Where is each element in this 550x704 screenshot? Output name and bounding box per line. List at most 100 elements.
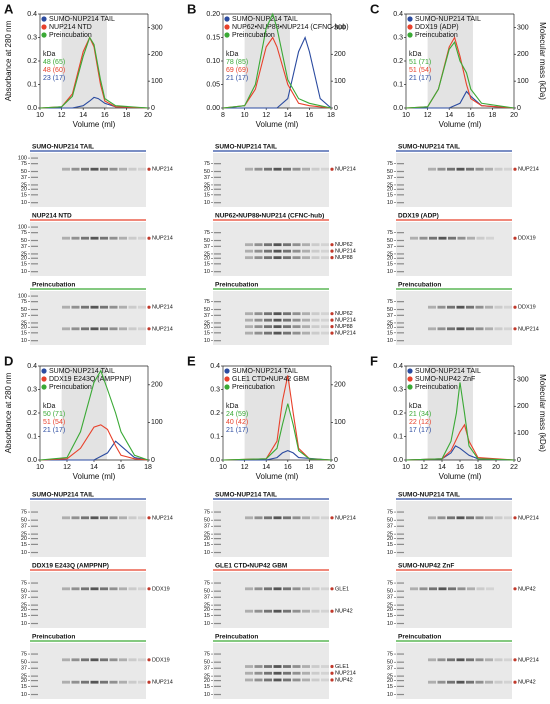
y-tick-label: 0.4 xyxy=(393,363,403,370)
protein-band xyxy=(138,587,146,591)
protein-band xyxy=(456,327,465,331)
marker-band xyxy=(31,622,38,625)
protein-band xyxy=(292,671,301,675)
protein-band xyxy=(128,680,137,684)
y-tick-label: 0.05 xyxy=(206,81,220,88)
band-label: NUP214 xyxy=(518,515,539,521)
series-line xyxy=(405,40,515,109)
protein-band xyxy=(311,665,320,668)
legend-label: Preincubation xyxy=(49,384,92,391)
marker-band xyxy=(31,202,38,204)
y-tick-label: 0.0 xyxy=(27,105,37,112)
marker-band xyxy=(397,263,404,265)
series-line xyxy=(405,382,515,461)
protein-band xyxy=(100,516,108,520)
marker-band xyxy=(214,511,221,513)
marker-label: 25 xyxy=(21,182,27,188)
y-tick-label: 0.1 xyxy=(393,433,403,440)
gel xyxy=(213,222,329,276)
protein-band xyxy=(448,587,456,591)
marker-label: 10 xyxy=(204,269,210,275)
protein-band xyxy=(273,243,282,247)
band-label: NUP214 xyxy=(152,167,173,173)
marker-band xyxy=(397,511,404,513)
series-line xyxy=(222,403,332,461)
protein-band xyxy=(428,305,436,309)
protein-band xyxy=(81,680,89,684)
y2-tick-label: 300 xyxy=(517,24,529,31)
gel-title: Preincubation xyxy=(32,634,75,641)
panel-letter: D xyxy=(4,353,13,368)
protein-band xyxy=(71,167,80,171)
protein-band xyxy=(311,256,320,260)
marker-band xyxy=(397,661,404,663)
mass-table-row: 21 (17) xyxy=(226,75,248,82)
band-pointer xyxy=(147,236,151,240)
y2-tick-label: 300 xyxy=(151,24,163,31)
legend-dot xyxy=(41,24,47,30)
protein-band xyxy=(410,236,418,240)
legend-dot xyxy=(407,376,413,382)
protein-band xyxy=(475,680,484,684)
legend-dot xyxy=(224,368,230,374)
gel-title: DDX19 (ADP) xyxy=(398,213,439,220)
marker-band xyxy=(31,308,38,311)
y-tick-label: 0.1 xyxy=(210,433,220,440)
marker-band xyxy=(397,543,404,545)
band-pointer xyxy=(513,167,517,171)
x-tick-label: 18 xyxy=(489,112,497,119)
protein-band xyxy=(138,167,146,171)
marker-label: 20 xyxy=(387,678,393,684)
marker-band xyxy=(31,176,38,178)
protein-band xyxy=(302,671,310,675)
marker-band xyxy=(397,582,404,584)
marker-label: 15 xyxy=(387,192,393,198)
protein-band xyxy=(311,587,320,591)
marker-label: 25 xyxy=(204,674,210,680)
marker-band xyxy=(214,253,221,255)
legend-label: Preincubation xyxy=(415,32,458,39)
series-line xyxy=(39,36,149,109)
mass-table-header: kDa xyxy=(226,51,239,58)
x-tick-label: 16 xyxy=(117,464,125,471)
protein-band xyxy=(283,325,291,329)
protein-band xyxy=(138,658,146,662)
y2-tick-label: 200 xyxy=(517,51,529,58)
protein-band xyxy=(321,671,329,675)
marker-label: 50 xyxy=(204,238,210,244)
gel xyxy=(213,153,329,207)
marker-band xyxy=(31,519,38,521)
band-label: NUP214 xyxy=(152,326,173,332)
legend-dot xyxy=(407,384,413,390)
series-line xyxy=(39,36,149,109)
protein-band xyxy=(504,167,512,171)
marker-label: 37 xyxy=(204,666,210,672)
protein-band xyxy=(485,305,493,309)
marker-band xyxy=(31,614,38,616)
marker-band xyxy=(397,604,404,606)
protein-band xyxy=(119,658,127,662)
mass-table-header: kDa xyxy=(43,403,56,410)
mass-table-row: 22 (12) xyxy=(409,419,431,426)
protein-band xyxy=(245,318,253,322)
series-line xyxy=(222,36,332,109)
protein-band xyxy=(311,609,320,613)
protein-band xyxy=(273,587,282,591)
protein-band xyxy=(437,167,446,171)
marker-label: 75 xyxy=(204,510,210,516)
gel-title: SUMO-NUP214 TAIL xyxy=(215,492,277,499)
protein-band xyxy=(302,665,310,668)
marker-band xyxy=(31,511,38,513)
protein-band xyxy=(62,680,70,684)
marker-label: 20 xyxy=(204,256,210,262)
marker-label: 75 xyxy=(21,652,27,658)
mass-table-row: 21 (17) xyxy=(409,75,431,82)
marker-band xyxy=(31,245,38,247)
marker-label: 75 xyxy=(387,581,393,587)
marker-band xyxy=(214,308,221,311)
gel-title: SUMO-NUP214 TAIL xyxy=(215,144,277,151)
marker-band xyxy=(397,308,404,311)
gel-title: Preincubation xyxy=(215,282,258,289)
marker-band xyxy=(397,253,404,255)
x-tick-label: 20 xyxy=(144,112,152,119)
